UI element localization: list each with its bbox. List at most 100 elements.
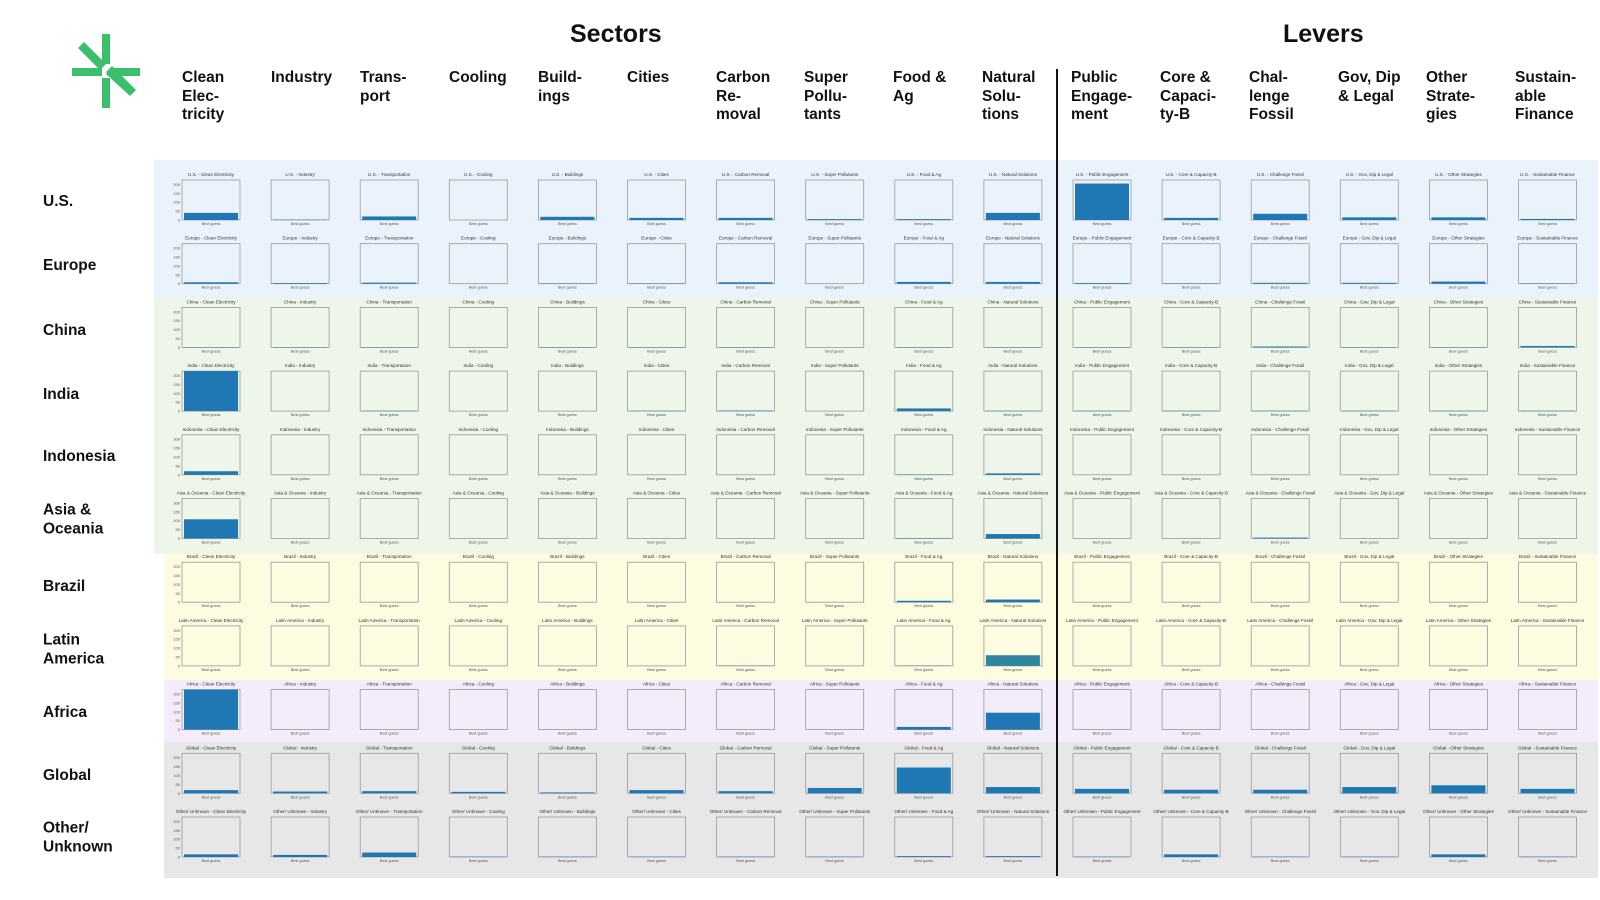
subplot-axes xyxy=(894,370,954,412)
subplot-axes xyxy=(538,561,597,603)
subplot-title: Global - Other Strategies xyxy=(1433,745,1485,750)
subplot-axes xyxy=(627,561,686,603)
x-tick-label: Best guess xyxy=(1004,413,1023,417)
bar-europe-carbon-removal xyxy=(718,282,773,284)
subplot-axes xyxy=(983,561,1043,603)
subplot-axes xyxy=(1518,243,1577,285)
x-tick-label: Best guess xyxy=(1271,477,1290,481)
x-tick-label: Best guess xyxy=(825,349,844,353)
subplot-title: Latin America - Public Engagement xyxy=(1066,618,1138,623)
x-tick-label: Best guess xyxy=(202,413,221,417)
subplot-axes xyxy=(805,561,865,603)
x-tick-label: Best guess xyxy=(1538,732,1557,736)
subplot-indonesia-transportation: Indonesia - Transportation Best guess xyxy=(359,427,419,481)
x-tick-label: Best guess xyxy=(1538,541,1557,545)
subplot-axes xyxy=(1518,816,1577,858)
bar-africa-natural-solutions xyxy=(985,712,1040,730)
bar-other-unknown-industry xyxy=(273,854,328,857)
subplot-axes xyxy=(1339,816,1399,858)
subplot-latin-america-cooling: Latin America - Cooling Best guess xyxy=(448,618,508,672)
subplot-india-food-ag: India - Food & Ag Best guess xyxy=(894,363,954,417)
subplot-axes xyxy=(359,498,419,539)
x-tick-label: Best guess xyxy=(1271,795,1290,799)
y-tick-label: 200 xyxy=(173,692,180,697)
x-tick-label: Best guess xyxy=(1271,222,1290,226)
x-tick-label: Best guess xyxy=(1360,732,1379,736)
x-tick-label: Best guess xyxy=(380,668,399,672)
y-tick-label: 100 xyxy=(173,773,180,778)
subplot-latin-america-transportation: Latin America - Transportation Best guess xyxy=(359,618,421,672)
subplot-axes xyxy=(716,752,775,794)
x-tick-label: Best guess xyxy=(1538,477,1557,481)
subplot-axes xyxy=(716,243,775,285)
x-tick-label: Best guess xyxy=(380,477,399,481)
subplot-axes xyxy=(627,243,686,285)
subplot-latin-america-buildings: Latin America - Buildings Best guess xyxy=(538,618,597,672)
x-tick-label: Best guess xyxy=(469,477,488,481)
subplot-axes xyxy=(181,561,241,603)
subplot-axes xyxy=(270,243,330,285)
x-tick-label: Best guess xyxy=(558,668,577,672)
subplot-asia-oceania-core-capacity-b: Asia & Oceania - Core & Capacity-B Best g… xyxy=(1154,491,1228,545)
subplot-u-s-natural-solutions: U.S. - Natural Solutions Best guess xyxy=(983,172,1043,226)
subplot-brazil-carbon-removal: Brazil - Carbon Removal Best guess xyxy=(716,554,775,608)
y-tick-label: 150 xyxy=(173,382,180,387)
subplot-africa-food-ag: Africa - Food & Ag Best guess xyxy=(894,682,954,736)
subplot-global-public-engagement: Global - Public Engagement Best guess xyxy=(1072,745,1132,799)
subplot-latin-america-food-ag: Latin America - Food & Ag Best guess xyxy=(894,618,954,672)
subplot-axes xyxy=(627,498,686,539)
subplot-axes xyxy=(1250,498,1310,539)
subplot-axes xyxy=(894,243,954,285)
subplot-africa-carbon-removal: Africa - Carbon Removal Best guess xyxy=(716,682,775,736)
bar-asia-oceania-challenge-fossil xyxy=(1253,537,1308,539)
x-tick-label: Best guess xyxy=(825,413,844,417)
subplot-axes xyxy=(1161,561,1221,603)
subplot-title: China - Buildings xyxy=(550,299,585,304)
subplot-title: Europe - Other Strategies xyxy=(1432,236,1485,241)
subplot-axes xyxy=(1072,498,1132,539)
subplot-title: U.S. - Gov, Dip & Legal xyxy=(1346,172,1393,177)
x-tick-label: Best guess xyxy=(1004,541,1023,545)
bar-asia-oceania-natural-solutions xyxy=(985,534,1040,539)
subplot-title: Latin America - Gov, Dip & Legal xyxy=(1336,618,1402,623)
subplot-europe-buildings: Europe - Buildings Best guess xyxy=(538,236,597,290)
y-tick-label: 0 xyxy=(178,855,181,860)
subplot-axes xyxy=(1250,370,1310,412)
subplot-axes xyxy=(359,306,419,348)
subplot-latin-america-public-engagement: Latin America - Public Engagement Best gu… xyxy=(1066,618,1138,672)
subplot-india-cooling: India - Cooling Best guess xyxy=(448,363,508,417)
x-tick-label: Best guess xyxy=(202,541,221,545)
subplot-axes xyxy=(1072,434,1132,476)
subplot-latin-america-sustainable-finance: Latin America - Sustainable Finance Best … xyxy=(1511,618,1585,672)
col-header-clean-electricity: Clean Elec- tricity xyxy=(182,69,225,123)
subplot-axes xyxy=(716,689,775,730)
subplot-axes xyxy=(448,816,508,858)
subplot-axes xyxy=(894,816,954,858)
bar-global-core-capacity-b xyxy=(1164,789,1219,794)
subplot-axes xyxy=(1250,306,1310,348)
subplot-axes xyxy=(1518,498,1577,539)
x-tick-label: Best guess xyxy=(1360,668,1379,672)
subplot-axes xyxy=(1339,243,1399,285)
subplot-asia-oceania-sustainable-finance: Asia & Oceania - Sustainable Finance Best… xyxy=(1509,491,1587,545)
subplot-axes xyxy=(1339,306,1399,348)
subplot-u-s-gov-dip-legal: U.S. - Gov, Dip & Legal Best guess xyxy=(1339,172,1399,226)
x-tick-label: Best guess xyxy=(1360,795,1379,799)
x-tick-label: Best guess xyxy=(1182,859,1201,863)
subplot-axes xyxy=(894,179,954,221)
x-tick-label: Best guess xyxy=(558,286,577,290)
subplot-other-unknown-core-capacity-b: Other/ Unknown - Core & Capacity-B Best g… xyxy=(1153,809,1228,863)
subplot-axes xyxy=(805,816,865,858)
subplot-title: China - Natural Solutions xyxy=(987,299,1039,304)
subplot-axes xyxy=(270,179,330,221)
x-tick-label: Best guess xyxy=(1449,668,1468,672)
subplot-title: Indonesia - Buildings xyxy=(546,427,589,432)
subplot-title: Indonesia - Transportation xyxy=(363,427,417,432)
subplot-asia-oceania-other-strategies: Asia & Oceania - Other Strategies Best gu… xyxy=(1424,491,1494,545)
y-tick-label: 0 xyxy=(178,218,181,223)
subplot-latin-america-carbon-removal: Latin America - Carbon Removal Best guess xyxy=(712,618,778,672)
subplot-europe-transportation: Europe - Transportation Best guess xyxy=(359,236,419,290)
col-header-super-pollutants: Super Pollu- tants xyxy=(804,69,848,123)
bar-europe-natural-solutions xyxy=(985,281,1040,284)
x-tick-label: Best guess xyxy=(1004,604,1023,608)
